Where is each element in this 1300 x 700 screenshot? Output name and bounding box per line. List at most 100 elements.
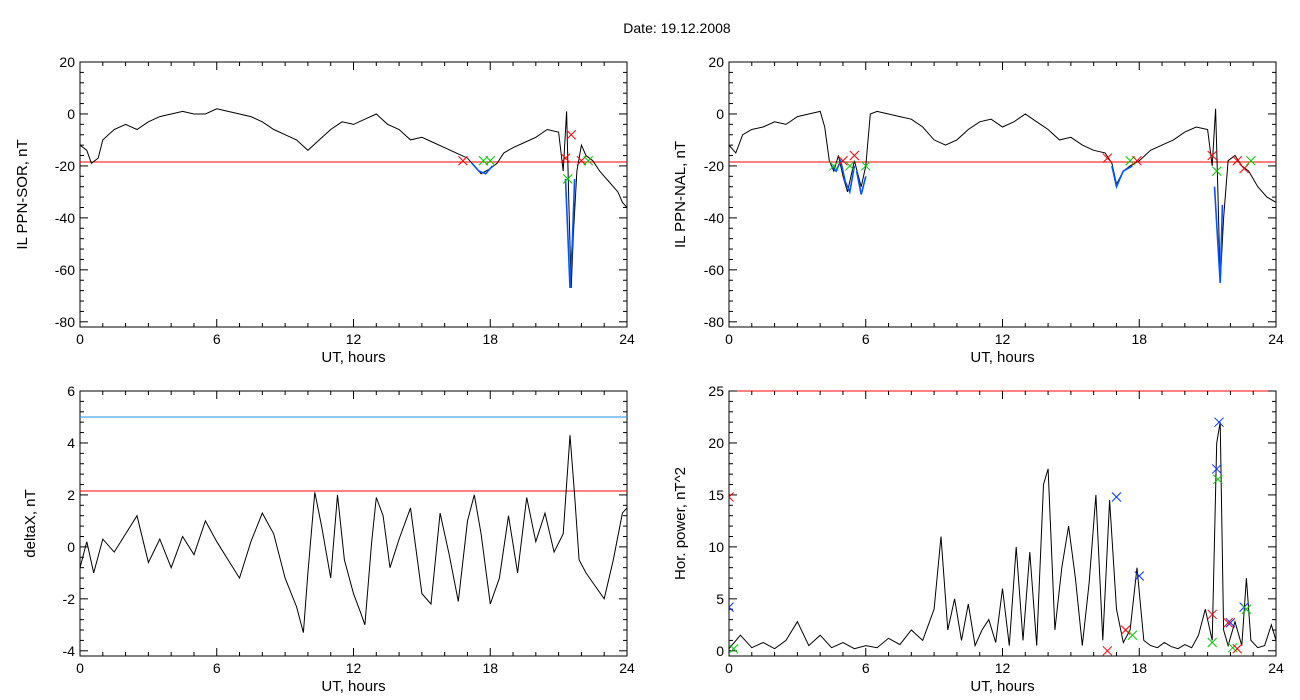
event-marker bbox=[1111, 492, 1122, 502]
y-tick-label: -40 bbox=[55, 210, 75, 226]
y-tick-label: -4 bbox=[63, 643, 76, 659]
chart-ppn-nal: 0 6 12 18 24 20 0 -20 -40 -60 -80 UT, hours IL PPN-N… bbox=[672, 54, 1284, 366]
x-tick-label: 18 bbox=[1131, 660, 1147, 676]
y-tick-label: 0 bbox=[67, 106, 75, 122]
highlight-segment-1 bbox=[855, 170, 867, 195]
event-marker bbox=[729, 492, 734, 502]
y-tick-label: 0 bbox=[67, 539, 75, 555]
event-marker bbox=[560, 153, 571, 163]
y-tick-label: 20 bbox=[708, 435, 724, 451]
event-marker bbox=[1120, 625, 1131, 635]
x-tick-label: 12 bbox=[346, 660, 362, 676]
event-marker bbox=[1211, 464, 1222, 474]
chart-deltax: 0 6 12 18 24 6 4 2 0 -2 -4 UT, hours deltaX, nT bbox=[22, 383, 635, 695]
x-axis-label: UT, hours bbox=[970, 678, 1034, 695]
highlight-segment-3 bbox=[1213, 186, 1224, 283]
highlight-segment-2 bbox=[1111, 165, 1133, 190]
y-tick-label: -60 bbox=[55, 262, 75, 278]
event-marker bbox=[576, 155, 587, 166]
event-marker bbox=[1213, 474, 1223, 485]
series-line-0 bbox=[729, 108, 1276, 283]
highlight-segment-0 bbox=[830, 158, 856, 195]
y-tick-label: -20 bbox=[55, 158, 75, 174]
figure-title: Date: 19.12.2008 bbox=[623, 20, 731, 36]
chart-hor-power: 0 6 12 18 24 25 20 15 10 5 0 UT, hours Hor. power, n… bbox=[672, 383, 1284, 695]
highlight-segment-0 bbox=[471, 162, 494, 175]
event-marker bbox=[828, 161, 839, 171]
y-tick-label: 10 bbox=[708, 539, 724, 555]
event-marker bbox=[478, 155, 489, 166]
x-tick-label: 12 bbox=[995, 331, 1011, 347]
x-tick-label: 24 bbox=[619, 660, 635, 676]
event-marker bbox=[583, 155, 594, 166]
y-axis-label: Hor. power, nT^2 bbox=[672, 467, 689, 580]
x-tick-label: 18 bbox=[1131, 331, 1147, 347]
highlight-segment-1 bbox=[564, 178, 576, 289]
x-tick-label: 18 bbox=[482, 660, 498, 676]
series-line-0 bbox=[80, 108, 627, 289]
event-marker bbox=[485, 155, 496, 166]
x-tick-label: 0 bbox=[725, 660, 733, 676]
series-line-0 bbox=[80, 435, 627, 633]
event-marker bbox=[1241, 604, 1252, 615]
event-marker bbox=[562, 174, 573, 184]
y-tick-label: 15 bbox=[708, 487, 724, 503]
y-tick-label: 2 bbox=[67, 487, 75, 503]
x-tick-label: 12 bbox=[346, 331, 362, 347]
y-tick-label: 5 bbox=[716, 591, 724, 607]
event-marker bbox=[860, 161, 871, 171]
y-tick-label: -80 bbox=[55, 314, 75, 330]
x-tick-label: 24 bbox=[619, 331, 635, 347]
x-tick-label: 6 bbox=[213, 331, 221, 347]
plot-frame bbox=[728, 61, 1277, 328]
y-tick-label: 20 bbox=[59, 54, 75, 70]
y-tick-label: -40 bbox=[704, 210, 724, 226]
event-marker bbox=[566, 129, 577, 140]
y-tick-label: 0 bbox=[716, 106, 724, 122]
event-marker bbox=[1125, 155, 1135, 166]
x-tick-label: 6 bbox=[213, 660, 221, 676]
event-marker bbox=[1214, 417, 1224, 428]
event-marker bbox=[729, 643, 739, 654]
x-axis-label: UT, hours bbox=[970, 349, 1034, 366]
x-tick-label: 0 bbox=[725, 331, 733, 347]
x-axis-label: UT, hours bbox=[321, 678, 385, 695]
event-marker bbox=[1211, 166, 1222, 176]
event-marker bbox=[1232, 155, 1243, 166]
event-marker bbox=[1223, 617, 1233, 628]
event-marker bbox=[1225, 617, 1236, 628]
event-marker bbox=[844, 161, 855, 171]
x-tick-label: 0 bbox=[76, 660, 84, 676]
y-tick-label: 4 bbox=[67, 435, 75, 451]
y-tick-label: -60 bbox=[704, 262, 724, 278]
y-tick-label: 6 bbox=[67, 383, 75, 399]
event-marker bbox=[1127, 630, 1138, 641]
y-tick-label: 0 bbox=[716, 643, 724, 659]
y-tick-label: -80 bbox=[704, 314, 724, 330]
y-tick-label: -2 bbox=[63, 591, 76, 607]
event-marker bbox=[1134, 571, 1145, 581]
y-axis-label: IL PPN-SOR, nT bbox=[14, 139, 31, 249]
series-line-0 bbox=[729, 422, 1276, 650]
event-marker bbox=[729, 602, 734, 613]
y-axis-label: IL PPN-NAL, nT bbox=[672, 141, 689, 248]
plot-frame bbox=[79, 390, 628, 657]
event-marker bbox=[838, 155, 848, 166]
y-tick-label: 25 bbox=[708, 383, 724, 399]
x-tick-label: 24 bbox=[1268, 660, 1284, 676]
x-tick-label: 18 bbox=[482, 331, 498, 347]
y-tick-label: 20 bbox=[708, 54, 724, 70]
event-marker bbox=[1207, 150, 1218, 161]
event-marker bbox=[1207, 637, 1218, 648]
x-tick-label: 0 bbox=[76, 331, 84, 347]
event-marker bbox=[1239, 163, 1249, 174]
plot-frame bbox=[728, 390, 1277, 657]
event-marker bbox=[458, 155, 468, 166]
y-tick-label: -20 bbox=[704, 158, 724, 174]
x-tick-label: 6 bbox=[862, 660, 870, 676]
event-marker bbox=[1102, 645, 1113, 656]
plot-frame bbox=[79, 61, 628, 328]
x-tick-label: 24 bbox=[1268, 331, 1284, 347]
x-tick-label: 12 bbox=[995, 660, 1011, 676]
event-marker bbox=[1232, 643, 1243, 654]
